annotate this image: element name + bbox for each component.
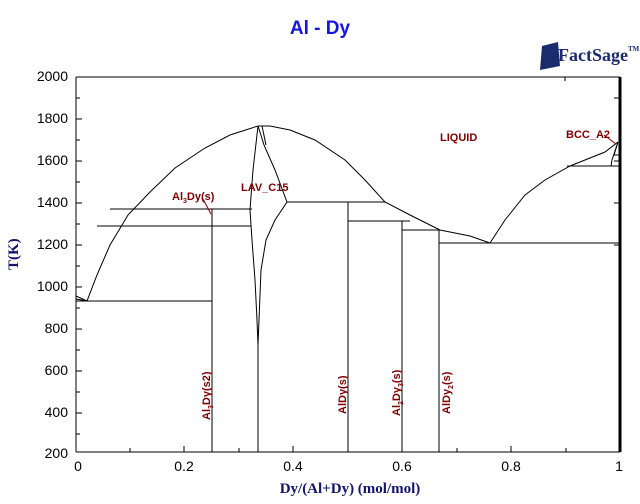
label-aldy2: AlDy2(s) xyxy=(441,371,455,414)
y-tick: 400 xyxy=(44,404,68,420)
y-tick: 1600 xyxy=(36,152,68,168)
y-tick: 200 xyxy=(44,445,68,461)
label-al3dy-s2: Al3Dy(s2) xyxy=(201,371,215,420)
factsage-logo: FactSageTM xyxy=(538,40,639,74)
x-tick: 0.4 xyxy=(283,458,303,474)
x-tick: 0.2 xyxy=(174,458,194,474)
label-al2dy3: Al2Dy3(s) xyxy=(391,369,405,416)
y-tick: 1200 xyxy=(36,236,68,252)
y-tick: 800 xyxy=(44,320,68,336)
chart-title: Al - Dy xyxy=(289,18,351,39)
x-tick: 0.6 xyxy=(392,458,412,474)
y-tick: 1800 xyxy=(36,110,68,126)
label-aldy: AlDy(s) xyxy=(337,375,349,414)
x-axis-label: Dy/(Al+Dy) (mol/mol) xyxy=(279,481,421,497)
y-tick: 1000 xyxy=(36,278,68,294)
x-tick: 0.8 xyxy=(501,458,521,474)
label-bcc-a2: BCC_A2 xyxy=(566,129,610,141)
label-liquid: LIQUID xyxy=(440,132,477,144)
x-tick: 1 xyxy=(615,458,623,474)
x-tick: 0 xyxy=(74,458,82,474)
y-tick: 600 xyxy=(44,362,68,378)
y-tick: 1400 xyxy=(36,194,68,210)
y-tick: 2000 xyxy=(36,68,68,84)
label-al3dy: Al3Dy(s) xyxy=(172,191,215,205)
logo-mark-icon xyxy=(540,42,560,70)
label-lav-c15: LAV_C15 xyxy=(241,182,288,194)
